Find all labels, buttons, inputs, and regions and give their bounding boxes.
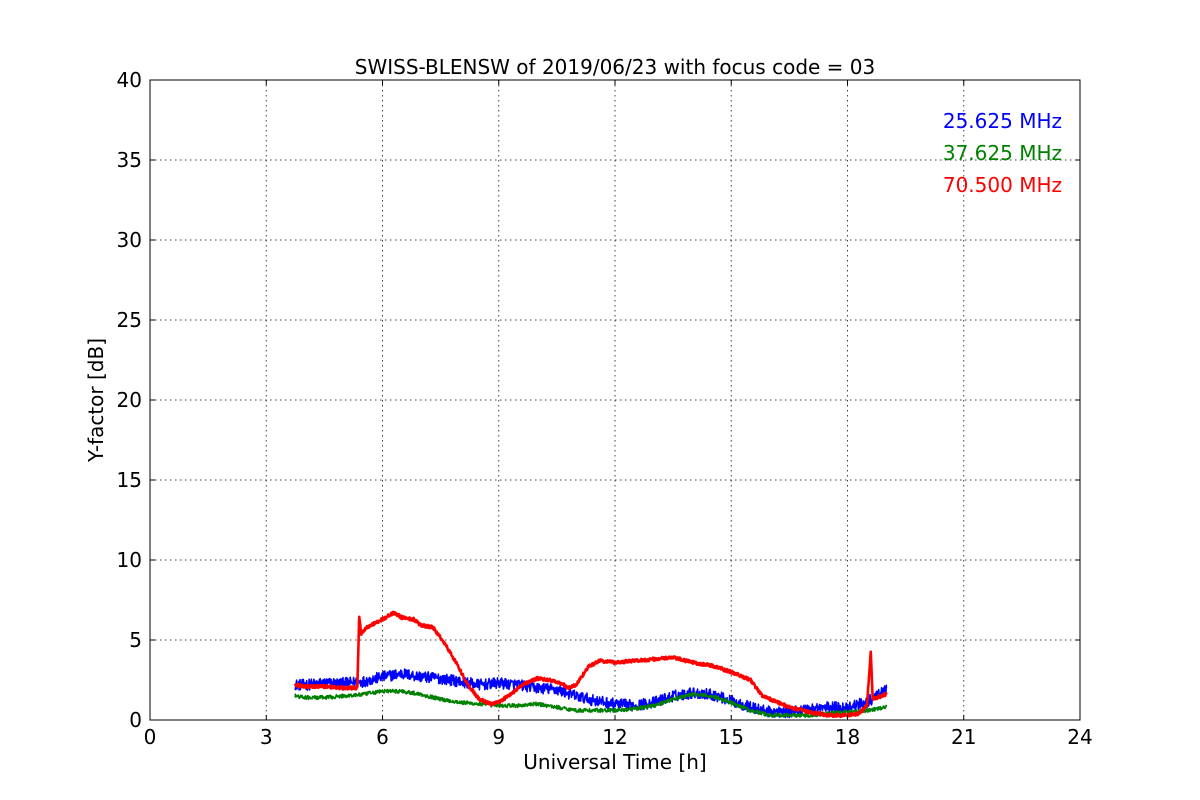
series-line-1 [294, 688, 888, 718]
y-tick-label: 20 [117, 388, 142, 412]
legend-entry-2: 70.500 MHz [943, 173, 1062, 197]
legend: 25.625 MHz 37.625 MHz 70.500 MHz [943, 109, 1062, 197]
x-tick-label: 6 [376, 725, 389, 749]
x-tick-label: 18 [835, 725, 860, 749]
x-tick-label: 15 [719, 725, 744, 749]
y-tick-label: 15 [117, 468, 142, 492]
axis-ticks: 0 3 6 9 12 15 18 21 24 0 5 10 15 20 25 30 35 40 [117, 68, 1093, 749]
chart-title: SWISS-BLENSW of 2019/06/23 with focus co… [355, 55, 876, 79]
x-tick-label: 3 [260, 725, 273, 749]
x-tick-label: 21 [951, 725, 976, 749]
series-layer [294, 610, 888, 719]
x-tick-label: 24 [1067, 725, 1092, 749]
series-line-0 [294, 668, 888, 719]
y-axis-title: Y-factor [dB] [84, 338, 108, 463]
legend-entry-1: 37.625 MHz [943, 141, 1062, 165]
y-tick-label: 0 [129, 708, 142, 732]
y-tick-label: 25 [117, 308, 142, 332]
y-tick-label: 30 [117, 228, 142, 252]
series-line-2 [294, 610, 888, 719]
y-tick-label: 40 [117, 68, 142, 92]
grid [150, 80, 1080, 720]
x-tick-label: 0 [144, 725, 157, 749]
x-tick-label: 9 [492, 725, 505, 749]
x-tick-label: 12 [602, 725, 627, 749]
y-tick-label: 10 [117, 548, 142, 572]
legend-entry-0: 25.625 MHz [943, 109, 1062, 133]
y-tick-label: 5 [129, 628, 142, 652]
y-tick-label: 35 [117, 148, 142, 172]
x-axis-title: Universal Time [h] [523, 750, 706, 774]
